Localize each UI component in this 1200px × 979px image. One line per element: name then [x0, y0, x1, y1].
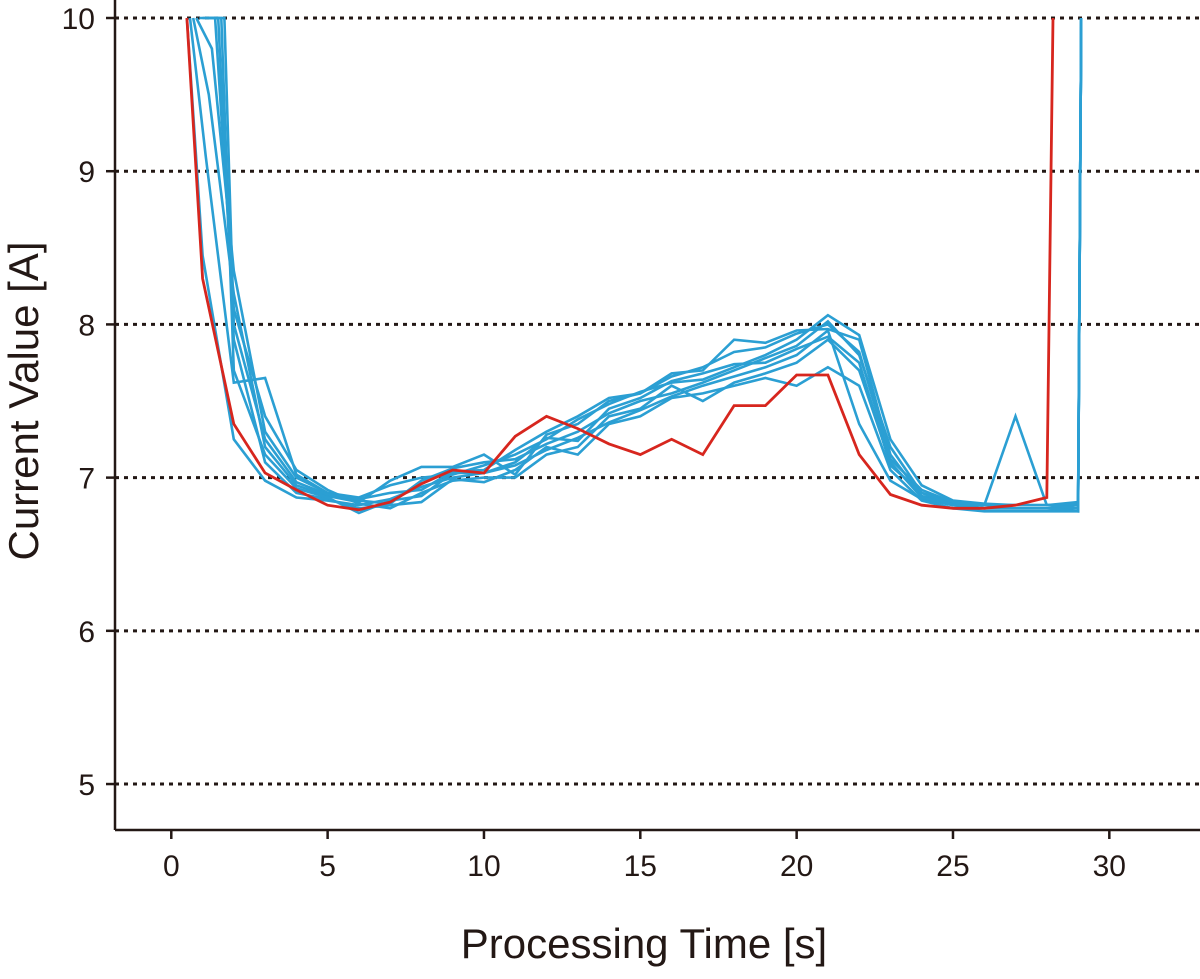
highlight-series-line	[185, 17, 1055, 512]
x-tick-label-20: 20	[780, 850, 813, 883]
series-line-5	[199, 16, 1083, 510]
x-tick-label-0: 0	[163, 850, 180, 883]
series-line-1	[185, 17, 1083, 510]
y-tick-label-10: 10	[62, 3, 95, 36]
axes	[106, 0, 1200, 839]
gridlines	[115, 16, 1200, 786]
y-tick-label-9: 9	[78, 156, 95, 189]
series-line-7	[205, 16, 1083, 515]
y-axis-label: Current Value [A]	[0, 241, 47, 560]
series-line-3	[191, 17, 1083, 507]
y-tick-label-5: 5	[78, 769, 95, 802]
series-group	[185, 16, 1083, 515]
series-line-8	[208, 16, 1083, 510]
series-line-2	[188, 17, 1083, 507]
x-axis-label: Processing Time [s]	[461, 920, 827, 967]
y-tick-label-6: 6	[78, 616, 95, 649]
tick-labels: 5 6 7 8 9 10 0 5 10 15 20 25 30	[62, 3, 1126, 883]
series-line-4	[195, 17, 1083, 507]
y-tick-label-8: 8	[78, 309, 95, 342]
x-tick-label-30: 30	[1093, 850, 1126, 883]
x-tick-label-25: 25	[936, 850, 969, 883]
series-line-6	[202, 16, 1083, 513]
x-tick-label-15: 15	[624, 850, 657, 883]
x-tick-label-10: 10	[467, 850, 500, 883]
y-tick-label-7: 7	[78, 463, 95, 496]
x-tick-label-5: 5	[319, 850, 336, 883]
